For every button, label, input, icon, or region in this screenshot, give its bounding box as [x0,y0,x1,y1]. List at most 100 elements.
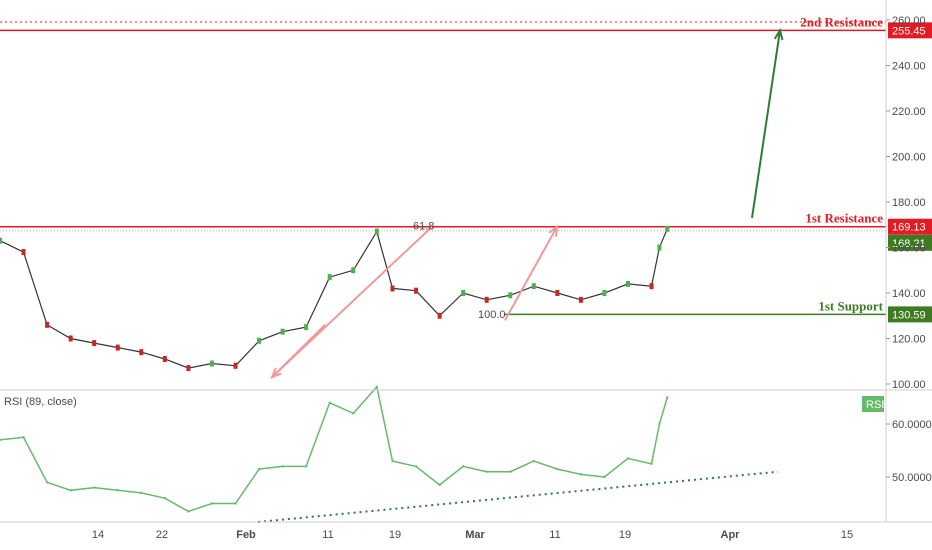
price-candle [233,362,238,369]
rsi-point [328,401,331,404]
price-candle [665,225,670,232]
rsi-point [650,462,653,465]
rsi-point [210,502,214,505]
price-candle [0,237,2,244]
rsi-point [22,436,25,439]
price-tick-label: 160.00 [892,243,926,255]
price-candle [304,324,309,331]
price-tick-label: 240.00 [892,61,926,73]
rsi-point [140,491,143,495]
price-candle [484,296,489,303]
rsi-point [532,459,535,463]
rsi-point [509,470,512,473]
price-candle [21,249,26,256]
price-candle [68,335,73,342]
price-candle [555,290,560,296]
price-candle [657,244,662,251]
rsi-line [0,385,669,513]
time-tick-label: 15 [841,529,853,541]
price-candle [209,360,214,367]
price-tick-label: 200.00 [892,152,926,164]
price-candle [139,349,144,356]
time-tick-label: 19 [389,529,401,541]
price-candle [626,280,630,287]
rsi-point [163,497,167,500]
rsi-tick-label: 60.0000 [892,419,932,431]
price-candle [280,328,285,335]
rsi-title: RSI (89, close) [4,396,77,408]
price-candle [414,287,419,294]
price-tick-label: 220.00 [892,106,926,118]
rsi-point [603,475,606,479]
price-tick-label: 140.00 [892,288,926,300]
last-price-badge [888,234,932,251]
rsi-point [414,465,418,468]
projection-line-up [271,226,433,378]
price-candle [508,292,513,299]
rsi-point [69,489,72,492]
price-candle [437,312,442,319]
price-candle [92,340,97,347]
rsi-point [352,412,355,415]
level-badge-text: 130.59 [892,309,926,321]
rsi-point [461,465,465,468]
price-candle [115,344,120,351]
level-badge [888,22,932,39]
projection-arrow-up [504,226,558,321]
price-candle [257,337,262,344]
price-candle [327,274,332,281]
rsi-point [304,465,308,468]
rsi-point [556,467,559,471]
time-tick-label: 22 [156,529,168,541]
price-tick-label: 180.00 [892,197,926,209]
level-badge-text: 255.45 [892,25,926,37]
rsi-point [485,470,488,473]
level-label: 1st Support [818,298,883,313]
rsi-badge [862,396,884,412]
price-candle [186,365,191,372]
rsi-trendline [257,470,779,523]
rsi-point [0,438,2,442]
level-badge [888,306,932,323]
level-label: 1st Resistance [805,211,883,226]
price-candle [45,321,50,328]
price-candle [162,355,167,362]
rsi-point [45,481,49,484]
price-series-line [0,228,668,369]
price-candle [531,283,536,290]
price-candle [649,283,654,290]
time-tick-label: 14 [92,529,104,541]
rsi-point [257,467,261,471]
rsi-point [666,396,669,399]
time-tick-label: Apr [721,529,741,541]
rsi-point [116,489,119,492]
rsi-point [626,457,630,460]
target-arrow [751,30,781,219]
time-tick-label: Feb [236,529,256,541]
rsi-point [281,465,284,468]
time-tick-label: 19 [619,529,631,541]
time-tick-label: Mar [465,529,485,541]
price-candle [578,296,583,303]
rsi-point [93,486,96,489]
rsi-point [438,483,441,487]
time-tick-label: 11 [322,529,333,541]
rsi-badge-text: RSI [866,399,884,411]
rsi-point [391,459,394,463]
price-candle [351,267,356,274]
fib-label: 61.8 [413,220,434,232]
last-price-text: 168.21 [892,238,926,250]
rsi-pane: RSI (89, close) RSI [0,385,884,523]
price-tick-label: 260.00 [892,15,926,27]
rsi-point [375,385,378,389]
price-tick-label: 100.00 [892,379,926,391]
rsi-point [234,502,237,505]
level-badge [888,218,932,235]
price-candle [461,290,466,296]
price-tick-label: 120.00 [892,334,926,346]
price-candle [374,228,379,235]
target-arrow-head [773,27,784,41]
time-tick-label: 11 [549,529,560,541]
price-candle [602,290,607,296]
